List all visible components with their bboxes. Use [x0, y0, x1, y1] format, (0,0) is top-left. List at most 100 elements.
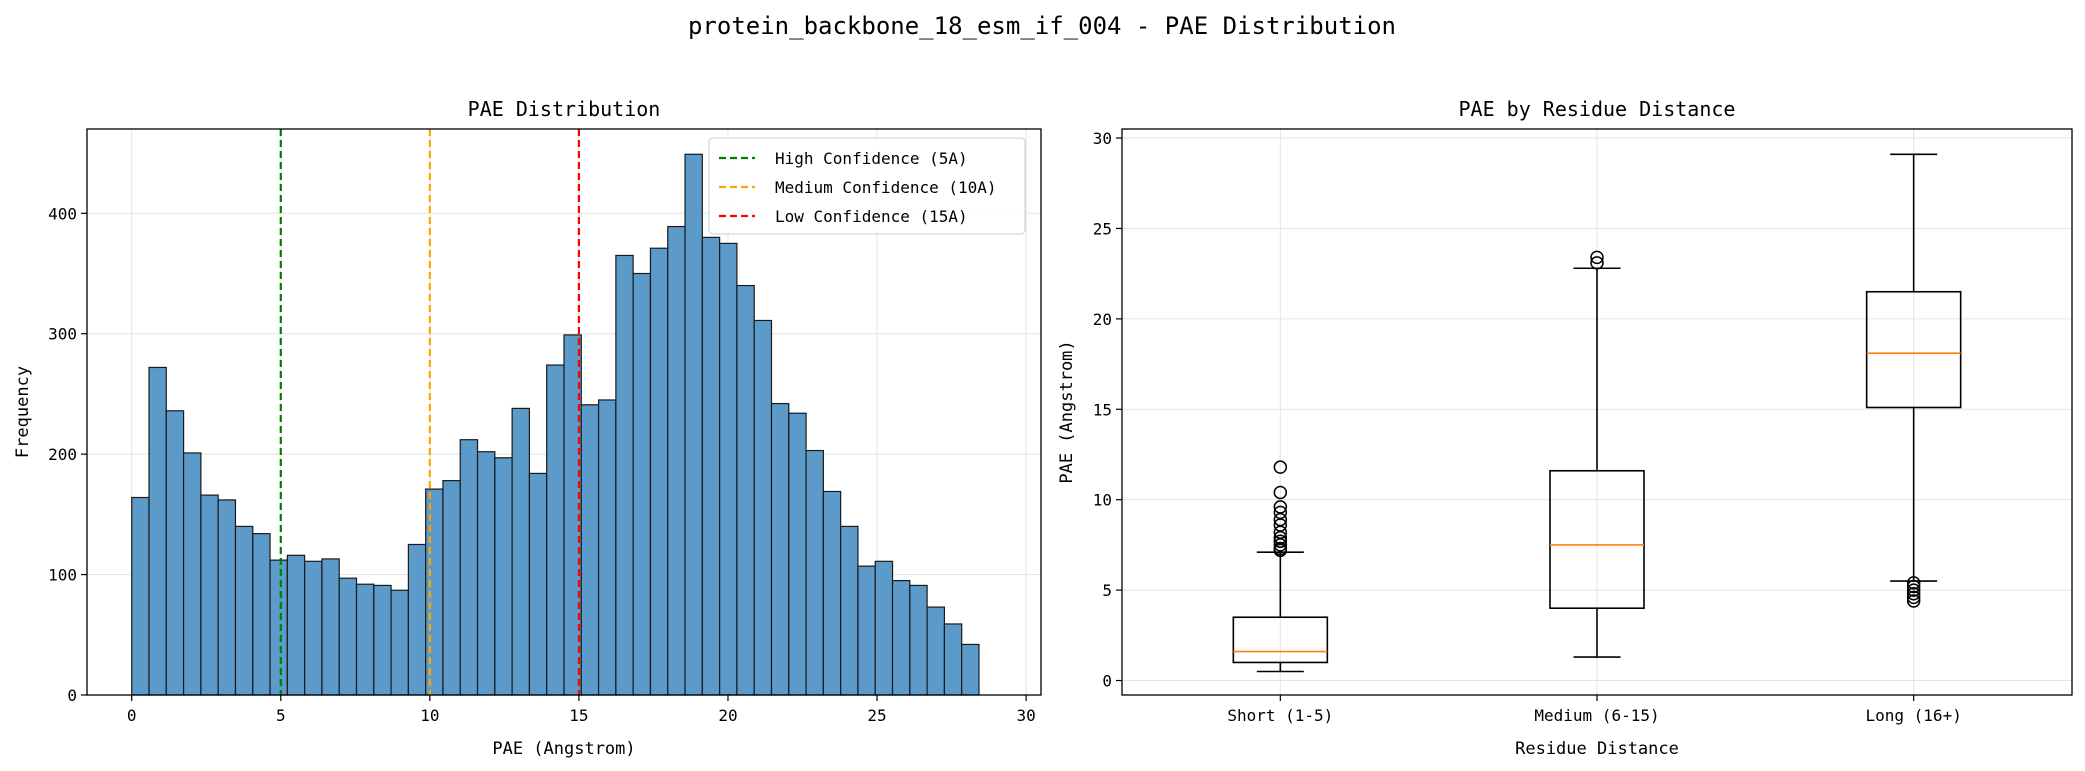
histogram-legend: High Confidence (5A) Medium Confidence (1… — [708, 137, 1026, 235]
histogram-bar — [753, 319, 773, 696]
histogram-panel: PAE Distribution 0 5 10 15 20 25 30 0 100 200 300… — [13, 97, 1042, 759]
histogram-bar — [269, 559, 288, 696]
histogram-bar — [961, 643, 980, 696]
histogram-bar — [667, 225, 686, 696]
histogram-bar — [805, 449, 824, 696]
histogram-bar — [840, 525, 859, 696]
histogram-bar — [355, 583, 375, 696]
threshold-lines — [279, 129, 581, 695]
histogram-bar — [407, 543, 427, 696]
histogram-bar — [182, 452, 202, 696]
iqr-box — [1232, 616, 1329, 664]
boxplot-panel: PAE by Residue Distance Short (1-5) Mediu… — [1057, 97, 2073, 759]
histogram-bar — [632, 272, 652, 696]
histogram-bar — [770, 402, 790, 696]
y-tick-label: 300 — [48, 325, 77, 344]
outlier-point — [1273, 460, 1288, 474]
y-tick-label: 15 — [1093, 400, 1112, 419]
histogram-bar — [943, 623, 963, 696]
histogram-bar — [321, 558, 340, 696]
x-tick-label: Short (1-5) — [1227, 706, 1333, 725]
histogram-bar — [217, 499, 237, 696]
histogram-bar — [788, 412, 807, 696]
x-tick-label: Long (16+) — [1866, 706, 1962, 725]
histogram-title: PAE Distribution — [468, 97, 661, 121]
y-tick-label: 0 — [67, 686, 77, 705]
histogram-bar — [252, 533, 271, 696]
histogram-bar — [528, 472, 548, 696]
figure-title: protein_backbone_18_esm_if_004 - PAE Dis… — [688, 12, 1396, 40]
histogram-bar — [442, 480, 461, 696]
y-tick-label: 200 — [48, 445, 77, 464]
histogram-bar — [926, 606, 946, 696]
x-tick-label: 15 — [569, 706, 588, 725]
box-group — [1549, 250, 1645, 658]
outlier-point — [1273, 541, 1288, 556]
histogram-bar — [476, 451, 496, 696]
histogram-bar — [684, 153, 703, 696]
iqr-box — [1549, 469, 1645, 610]
outlier-point — [1906, 586, 1921, 601]
x-tick-label: 30 — [1016, 706, 1035, 725]
y-tick-label: 25 — [1093, 219, 1112, 238]
histogram-bar — [165, 410, 185, 696]
x-tick-label: 0 — [127, 706, 137, 725]
y-tick-label: 10 — [1093, 491, 1112, 510]
outlier-point — [1906, 594, 1921, 608]
legend-label: High Confidence (5A) — [775, 149, 968, 168]
histogram-bar — [857, 565, 876, 696]
y-tick-label: 400 — [48, 204, 77, 223]
boxplot-y-label: PAE (Angstrom) — [1057, 340, 1077, 483]
iqr-box — [1865, 290, 1962, 409]
x-tick-label: Medium (6-15) — [1534, 706, 1659, 725]
outlier-point — [1906, 590, 1921, 605]
x-tick-label: 5 — [276, 706, 286, 725]
histogram-x-ticks: 0 5 10 15 20 25 30 — [127, 695, 1036, 725]
histogram-bar — [511, 407, 531, 696]
histogram-bar — [874, 560, 894, 696]
outlier-point — [1590, 250, 1604, 265]
histogram-bars — [131, 153, 980, 696]
outlier-point — [1906, 579, 1921, 594]
histogram-bar — [615, 254, 634, 696]
boxplot-title: PAE by Residue Distance — [1459, 97, 1736, 121]
x-tick-label: 10 — [420, 706, 439, 725]
box-group — [1232, 460, 1329, 673]
histogram-bar — [234, 525, 254, 696]
boxplot-x-ticks: Short (1-5) Medium (6-15) Long (16+) — [1227, 695, 1962, 725]
histogram-bar — [148, 366, 167, 696]
x-tick-label: 25 — [867, 706, 886, 725]
histogram-bar — [822, 490, 842, 696]
histogram-bar — [701, 236, 721, 696]
histogram-y-label: Frequency — [13, 366, 33, 458]
outlier-point — [1590, 256, 1604, 270]
histogram-bar — [390, 589, 409, 696]
legend-box — [708, 137, 1026, 235]
legend-label: Low Confidence (15A) — [775, 207, 968, 226]
histogram-bar — [286, 554, 306, 696]
outlier-point — [1273, 500, 1288, 514]
boxplot-y-ticks: 0 5 10 15 20 25 30 — [1093, 129, 1122, 691]
y-tick-label: 100 — [48, 566, 77, 585]
outlier-point — [1273, 534, 1288, 549]
histogram-bar — [200, 494, 219, 696]
histogram-y-ticks: 0 100 200 300 400 — [48, 204, 87, 705]
y-tick-label: 5 — [1102, 581, 1112, 600]
outlier-point — [1906, 576, 1921, 590]
histogram-bar — [719, 242, 738, 696]
legend-label: Medium Confidence (10A) — [775, 178, 997, 197]
histogram-bar — [425, 488, 444, 696]
histogram-x-label: PAE (Angstrom) — [492, 739, 635, 759]
box-group — [1865, 153, 1962, 608]
histogram-bar — [494, 457, 513, 696]
outlier-point — [1273, 505, 1288, 520]
outlier-point — [1906, 583, 1921, 597]
histogram-axes-frame — [86, 128, 1042, 696]
boxplot-boxes — [1232, 153, 1962, 673]
outlier-point — [1273, 485, 1288, 500]
histogram-bar — [304, 560, 323, 696]
histogram-bar — [546, 364, 565, 696]
histogram-bar — [649, 247, 669, 696]
y-tick-label: 0 — [1102, 672, 1112, 691]
